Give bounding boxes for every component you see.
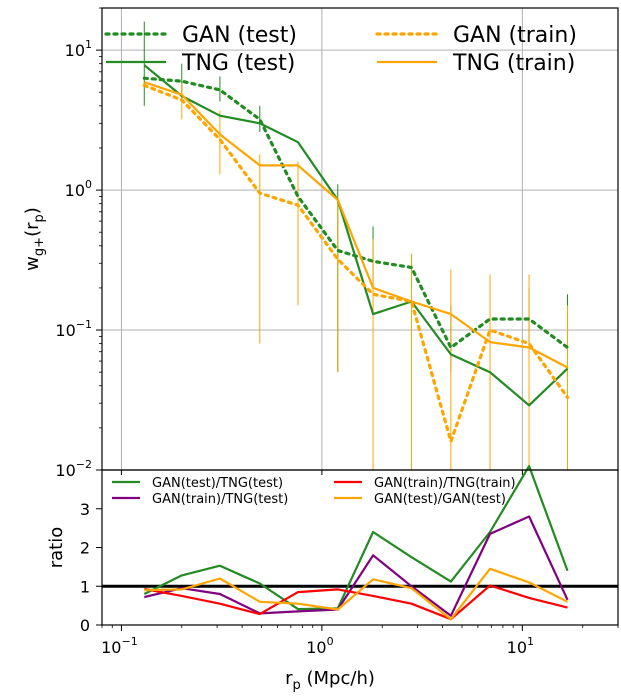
x-tick-label: 10−1 — [101, 635, 138, 657]
y-tick-base: 10 — [65, 41, 85, 60]
x-tick-base: 10 — [507, 638, 527, 657]
ratio-legend-label-3: GAN(test)/GAN(test) — [374, 492, 506, 507]
x-tick-base: 10 — [101, 638, 121, 657]
y-tick-label: 10−1 — [55, 318, 92, 340]
bottom-axes-frame — [101, 469, 619, 626]
y-tick-exp: −1 — [76, 318, 92, 331]
top-axes-frame — [101, 7, 619, 471]
y-tick-exp: 1 — [85, 38, 92, 51]
y-tick-base: 10 — [55, 461, 75, 480]
y-axis-label-arg-sub: p — [32, 214, 47, 222]
ratio-line-3 — [144, 567, 568, 621]
y-tick-label: 101 — [65, 38, 92, 60]
ratio-line-2 — [144, 584, 568, 621]
series-line-0 — [142, 76, 570, 350]
series-line-2 — [142, 83, 570, 443]
x-axis-label: rp (Mpc/h) — [285, 668, 375, 693]
y-axis-label-main: w — [22, 256, 43, 271]
ratio-line-0 — [143, 465, 569, 611]
ratio-y-tick-label: 2 — [80, 539, 90, 558]
ratio-legend-label-1: GAN(train)/TNG(test) — [152, 492, 288, 507]
ratio-y-tick-label: 0 — [80, 616, 90, 635]
legend-label-3: TNG (train) — [452, 51, 575, 76]
x-tick-exp: 0 — [327, 635, 334, 648]
x-tick-exp: 1 — [527, 635, 534, 648]
legend-label-0: GAN (test) — [182, 23, 297, 48]
series-line-3 — [143, 81, 569, 369]
y-tick-base: 10 — [55, 321, 75, 340]
x-tick-label: 101 — [507, 635, 534, 657]
x-tick-exp: −1 — [121, 635, 137, 648]
legend-label-1: TNG (test) — [181, 51, 295, 76]
legend-label-2: GAN (train) — [453, 23, 577, 48]
x-axis-label-rest: (Mpc/h) — [301, 668, 375, 689]
y-axis-label-arg: r — [22, 222, 43, 230]
y-axis-label-open: ( — [22, 230, 43, 237]
y-axis-label: wg+(rp) — [22, 207, 47, 271]
y-tick-label: 100 — [65, 178, 92, 200]
y-axis-label-close: ) — [22, 207, 43, 214]
y-tick-exp: −2 — [76, 458, 92, 471]
x-tick-label: 100 — [306, 635, 333, 657]
ratio-legend-label-0: GAN(test)/TNG(test) — [152, 476, 283, 491]
x-axis-label-sub: p — [293, 678, 301, 693]
ratio-y-tick-label: 1 — [80, 577, 90, 596]
y-tick-exp: 0 — [85, 178, 92, 191]
ratio-line-1 — [144, 515, 569, 617]
x-tick-base: 10 — [306, 638, 326, 657]
y-axis-label-sub: g+ — [32, 237, 47, 256]
ratio-y-axis-label: ratio — [46, 527, 67, 569]
x-axis-label-main: r — [285, 668, 293, 689]
y-tick-base: 10 — [65, 181, 85, 200]
series-line-1 — [143, 64, 569, 407]
ratio-legend-label-2: GAN(train)/TNG(train) — [374, 476, 516, 491]
ratio-y-tick-label: 3 — [80, 500, 90, 519]
y-tick-label: 10−2 — [55, 458, 92, 480]
